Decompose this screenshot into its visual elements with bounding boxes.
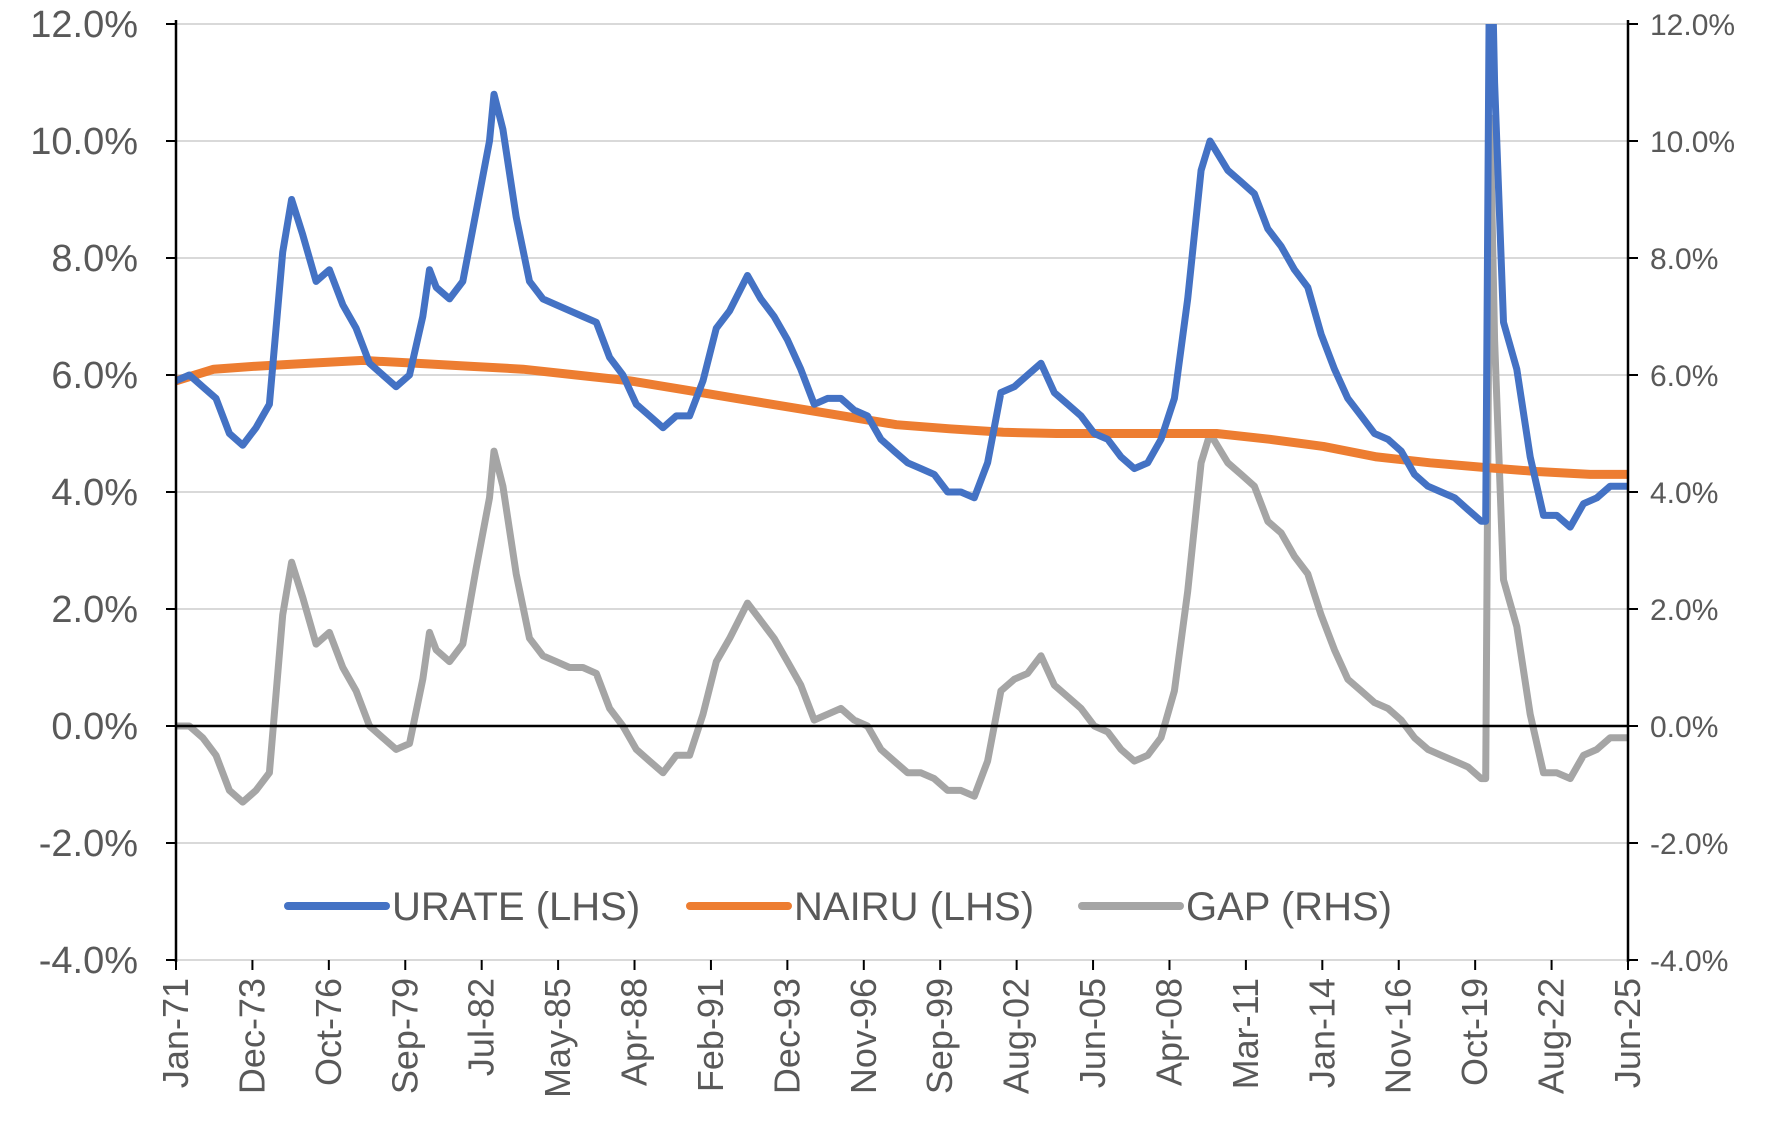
right-tick-label: 0.0% [1650, 711, 1718, 744]
gridlines [176, 23, 1628, 961]
left-tick-label: 2.0% [51, 589, 138, 631]
legend-label: URATE (LHS) [392, 885, 640, 929]
left-tick-label: 8.0% [51, 238, 138, 280]
x-tick-label: Jul-82 [461, 978, 502, 1076]
left-tick-label: 10.0% [30, 121, 138, 163]
right-tick-label: -4.0% [1650, 945, 1728, 978]
left-axis-ticks: 12.0% 10.0% 8.0% 6.0% 4.0% 2.0% 0.0% -2.0% -4.0% [30, 4, 176, 982]
series-line-urate [176, 24, 1628, 531]
x-tick-label: Sep-99 [919, 978, 960, 1094]
left-tick-label: -4.0% [39, 940, 138, 982]
left-tick-label: 4.0% [51, 472, 138, 514]
x-tick-label: Mar-11 [1225, 978, 1266, 1089]
x-axis-ticks: Jan-71 Dec-73 Oct-76 Sep-79 Jul-82 May-85 Apr-… [155, 960, 1648, 1098]
x-tick-label: Jan-71 [155, 978, 196, 1088]
x-tick-label: Dec-73 [231, 978, 272, 1094]
x-tick-label: Feb-91 [690, 978, 731, 1092]
legend: URATE (LHS) NAIRU (LHS) GAP (RHS) [284, 885, 1392, 929]
x-tick-label: Aug-22 [1531, 978, 1572, 1094]
x-tick-label: Nov-96 [843, 978, 884, 1094]
x-tick-label: Jun-25 [1607, 978, 1648, 1088]
left-tick-label: 0.0% [51, 706, 138, 748]
left-tick-label: 6.0% [51, 355, 138, 397]
left-tick-label: -2.0% [39, 823, 138, 865]
x-tick-label: Apr-88 [614, 978, 655, 1086]
right-tick-label: 8.0% [1650, 243, 1718, 276]
x-tick-label: May-85 [537, 978, 578, 1098]
right-tick-label: -2.0% [1650, 828, 1728, 861]
left-tick-label: 12.0% [30, 4, 138, 46]
x-tick-label: Dec-93 [766, 978, 807, 1094]
x-tick-label: Jan-14 [1301, 978, 1342, 1088]
series-line-gap [176, 114, 1628, 806]
right-tick-label: 10.0% [1650, 126, 1735, 159]
x-tick-label: Sep-79 [384, 978, 425, 1094]
right-tick-label: 12.0% [1650, 9, 1735, 42]
x-tick-label: Oct-76 [308, 978, 349, 1086]
x-tick-label: Aug-02 [996, 978, 1037, 1094]
legend-label: GAP (RHS) [1186, 885, 1392, 929]
series-layer [176, 24, 1628, 806]
right-tick-label: 6.0% [1650, 360, 1718, 393]
right-tick-label: 4.0% [1650, 477, 1718, 510]
x-tick-label: Apr-08 [1148, 978, 1189, 1086]
legend-label: NAIRU (LHS) [794, 885, 1034, 929]
x-tick-label: Oct-19 [1454, 978, 1495, 1086]
right-tick-label: 2.0% [1650, 594, 1718, 627]
series-line-nairu [176, 355, 1628, 479]
right-axis-ticks: 12.0% 10.0% 8.0% 6.0% 4.0% 2.0% 0.0% -2.0% -4.0% [1628, 9, 1735, 978]
x-tick-label: Nov-16 [1378, 978, 1419, 1094]
x-tick-label: Jun-05 [1072, 978, 1113, 1088]
